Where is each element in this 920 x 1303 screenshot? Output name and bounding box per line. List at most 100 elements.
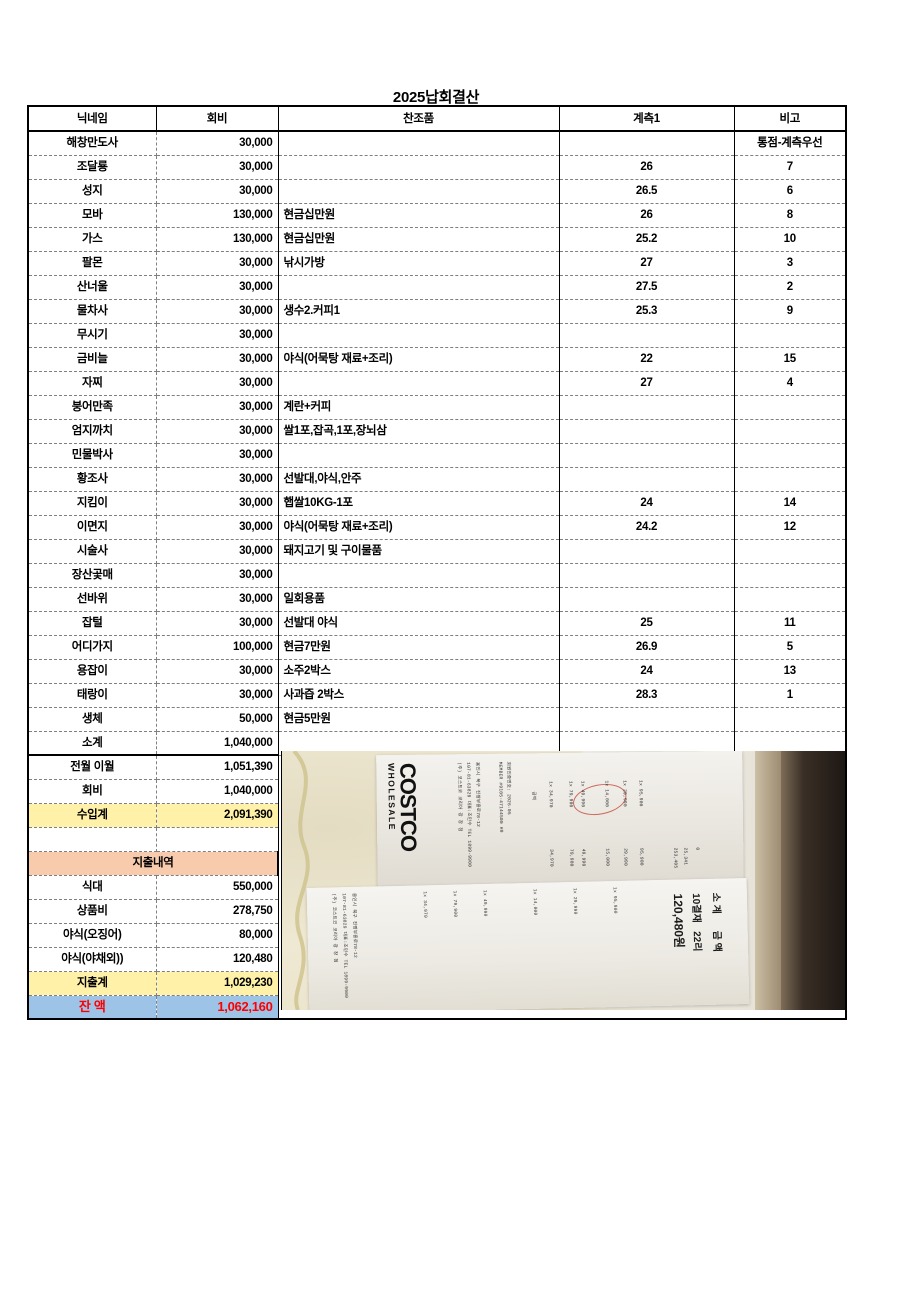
expense-row: 야식(오징어) 80,000 xyxy=(27,922,846,948)
cell-gift: 계란+커피 xyxy=(277,394,560,420)
cell-gift: 현금7만원 xyxy=(277,634,560,660)
cell-gift xyxy=(277,274,560,300)
cell-measure xyxy=(558,442,735,468)
cell-gift: 사과즙 2박스 xyxy=(277,682,560,708)
table-row: 어디가지 100,000 현금7만원 26.9 5 xyxy=(27,634,847,660)
table-row: 용잡이 30,000 소주2박스 24 13 xyxy=(27,658,847,684)
balance-row: 잔 액 1,062,160 xyxy=(27,994,846,1020)
cell-nickname: 조달룡 xyxy=(27,154,157,180)
cell-note: 2 xyxy=(733,274,847,300)
cell-fee: 30,000 xyxy=(155,346,279,372)
cell-note: 8 xyxy=(733,202,847,228)
cell-measure: 25.3 xyxy=(558,298,735,324)
cell-measure: 26 xyxy=(558,202,735,228)
dues-row: 회비 1,040,000 xyxy=(27,778,846,804)
cell-note: 14 xyxy=(733,490,847,516)
spacer-cell-left xyxy=(27,826,157,852)
cell-fee: 30,000 xyxy=(155,466,279,492)
cell-note: 4 xyxy=(733,370,847,396)
column-header-3: 계측1 xyxy=(558,105,735,132)
costco-brand-logo: COSTCO WHOLESALE xyxy=(386,762,422,852)
table-row: 산너울 30,000 27.5 2 xyxy=(27,274,847,300)
cell-nickname: 생체 xyxy=(27,706,157,732)
cell-gift xyxy=(277,178,560,204)
cell-gift: 돼지고기 및 구이물품 xyxy=(277,538,560,564)
cell-note: 1 xyxy=(733,682,847,708)
dues-row-label: 회비 xyxy=(27,778,157,804)
expense-value: 278,750 xyxy=(155,898,279,924)
cell-measure: 27 xyxy=(558,370,735,396)
cell-nickname: 모바 xyxy=(27,202,157,228)
cell-gift: 생수2.커피1 xyxy=(277,298,560,324)
cell-measure: 24.2 xyxy=(558,514,735,540)
cell-measure: 26.5 xyxy=(558,178,735,204)
cell-nickname: 붕어만족 xyxy=(27,394,157,420)
handwritten-label-qty: 22리 xyxy=(690,931,703,952)
cell-measure: 25 xyxy=(558,610,735,636)
dues-row-value: 1,040,000 xyxy=(155,778,279,804)
subtotal-value: 1,040,000 xyxy=(155,730,279,756)
expense-label: 야식(야채외)) xyxy=(27,946,157,972)
cell-note: 5 xyxy=(733,634,847,660)
cell-nickname: 해창만도사 xyxy=(27,130,157,156)
expense-header-label: 지출내역 xyxy=(27,850,279,876)
cell-nickname: 황조사 xyxy=(27,466,157,492)
cell-fee: 30,000 xyxy=(155,514,279,540)
mat-squiggle-decoration xyxy=(292,751,310,1010)
cell-fee: 30,000 xyxy=(155,370,279,396)
cell-note xyxy=(733,586,847,612)
cell-note xyxy=(733,442,847,468)
cell-nickname: 민물박사 xyxy=(27,442,157,468)
expense-value: 550,000 xyxy=(155,874,279,900)
cell-nickname: 팔몬 xyxy=(27,250,157,276)
cell-gift: 선발대 야식 xyxy=(277,610,560,636)
cell-gift: 쌀1포,잡곡,1포,장뇌삼 xyxy=(277,418,560,444)
cell-nickname: 장산곷매 xyxy=(27,562,157,588)
cell-note xyxy=(733,538,847,564)
table-row: 모바 130,000 현금십만원 26 8 xyxy=(27,202,847,228)
cell-nickname: 가스 xyxy=(27,226,157,252)
table-row: 태랑이 30,000 사과즙 2박스 28.3 1 xyxy=(27,682,847,708)
cell-measure xyxy=(558,322,735,348)
cell-gift: 일회용품 xyxy=(277,586,560,612)
page-title: 2025납회결산 xyxy=(392,89,480,106)
cell-note: 7 xyxy=(733,154,847,180)
cell-measure: 24 xyxy=(558,490,735,516)
table-row: 황조사 30,000 선발대,야식,안주 xyxy=(27,466,847,492)
cell-nickname: 용잡이 xyxy=(27,658,157,684)
receipt-strip-bottom: 소 계 금 액 10결재 22리 120,480원 (주) 코스트코 코리아 광… xyxy=(306,878,750,1010)
cell-gift xyxy=(277,322,560,348)
expense-row: 상품비 278,750 xyxy=(27,898,846,924)
table-row: 물차사 30,000 생수2.커피1 25.3 9 xyxy=(27,298,847,324)
cell-fee: 30,000 xyxy=(155,274,279,300)
cell-note xyxy=(733,322,847,348)
table-row: 팔몬 30,000 낚시가방 27 3 xyxy=(27,250,847,276)
table-row: 엄지까치 30,000 쌀1포,잡곡,1포,장뇌삼 xyxy=(27,418,847,444)
cell-measure xyxy=(558,130,735,156)
cell-note xyxy=(733,418,847,444)
table-row: 선바위 30,000 일회용품 xyxy=(27,586,847,612)
cell-nickname: 지킴이 xyxy=(27,490,157,516)
cell-note: 15 xyxy=(733,346,847,372)
handwritten-label-settle: 10결재 xyxy=(689,893,702,923)
carryover-row-label: 전월 이월 xyxy=(27,754,157,780)
expense-label: 야식(오징어) xyxy=(27,922,157,948)
cell-measure xyxy=(558,418,735,444)
expense-value: 120,480 xyxy=(155,946,279,972)
photo-shadow-band xyxy=(755,751,781,1010)
cell-note: 6 xyxy=(733,178,847,204)
cell-measure xyxy=(558,706,735,732)
table-row: 자찌 30,000 27 4 xyxy=(27,370,847,396)
expense-header-row: 지출내역 xyxy=(27,850,846,876)
table-row: 장산곷매 30,000 xyxy=(27,562,847,588)
cell-gift: 선발대,야식,안주 xyxy=(277,466,560,492)
column-header-1: 회비 xyxy=(155,105,279,132)
column-header-4: 비고 xyxy=(733,105,846,132)
handwritten-label-subtotal: 소 계 xyxy=(709,892,722,915)
balance-value: 1,062,160 xyxy=(155,994,279,1020)
income-total-row-value: 2,091,390 xyxy=(155,802,279,828)
cell-measure: 27.5 xyxy=(558,274,735,300)
balance-label: 잔 액 xyxy=(27,994,157,1020)
handwritten-label-amount: 금 액 xyxy=(710,930,723,953)
